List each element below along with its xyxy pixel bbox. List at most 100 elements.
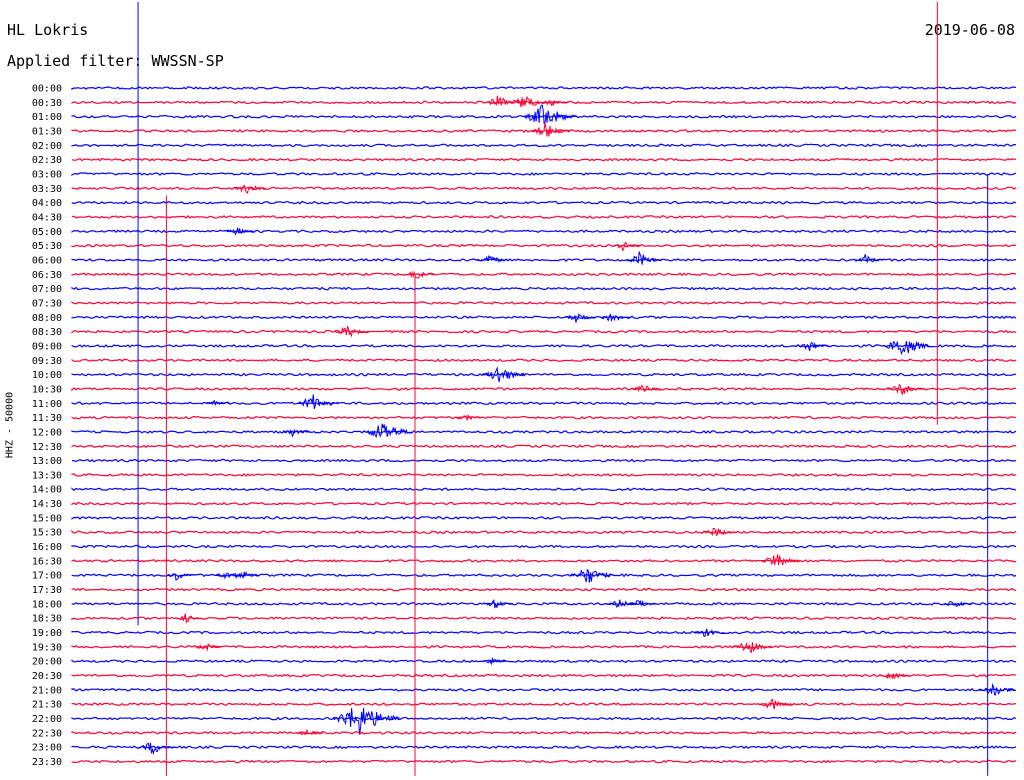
trace-line — [71, 716, 1017, 721]
seismic-event — [693, 628, 726, 637]
station-title: HL Lokris — [7, 21, 89, 39]
trace-line — [71, 630, 1017, 635]
trace-line — [71, 200, 1017, 205]
seismic-event — [176, 613, 204, 624]
row-time-label: 01:30 — [32, 126, 62, 137]
seismic-event — [759, 698, 794, 710]
trace-line — [71, 143, 1017, 148]
row-time-label: 02:30 — [32, 155, 62, 166]
trace-line — [71, 559, 1017, 563]
trace-line — [71, 745, 1017, 750]
row-time-label: 03:00 — [32, 169, 62, 180]
seismic-event — [599, 313, 631, 322]
row-time-label: 19:00 — [32, 628, 62, 639]
trace-line — [71, 301, 1017, 305]
seismic-event — [797, 341, 830, 352]
seismic-event — [205, 399, 230, 407]
seismic-event — [523, 104, 577, 124]
seismic-event — [541, 99, 569, 107]
seismic-event — [195, 643, 223, 652]
trace-line — [71, 372, 1017, 377]
seismic-event — [883, 340, 932, 356]
seismic-event — [570, 568, 614, 583]
row-time-label: 09:00 — [32, 341, 62, 352]
trace-line — [71, 186, 1017, 191]
trace-line — [71, 344, 1017, 348]
row-time-label: 08:30 — [32, 327, 62, 338]
row-time-label: 04:00 — [32, 198, 62, 209]
trace-line — [71, 401, 1017, 406]
trace-line — [71, 731, 1017, 735]
trace-line — [71, 673, 1017, 678]
row-time-label: 01:00 — [32, 112, 62, 123]
seismic-event — [364, 423, 413, 439]
row-time-label: 14:00 — [32, 485, 62, 496]
row-time-label: 16:00 — [32, 542, 62, 553]
trace-line — [71, 759, 1017, 764]
seismic-event — [334, 325, 369, 338]
row-time-label: 05:30 — [32, 241, 62, 252]
seismic-event — [456, 414, 482, 421]
trace-line — [71, 616, 1017, 621]
trace-line — [71, 172, 1017, 176]
row-time-label: 20:00 — [32, 657, 62, 668]
row-time-label: 20:30 — [32, 671, 62, 682]
seismic-event — [482, 656, 507, 666]
trace-line — [71, 430, 1017, 434]
row-time-label: 06:30 — [32, 270, 62, 281]
trace-line — [71, 229, 1017, 234]
seismic-event — [880, 672, 910, 680]
row-time-label: 18:00 — [32, 599, 62, 610]
trace-line — [71, 286, 1017, 291]
trace-line — [71, 157, 1017, 162]
trace-line — [71, 501, 1017, 506]
trace-line — [71, 473, 1017, 477]
row-time-label: 00:30 — [32, 98, 62, 109]
row-time-label: 11:00 — [32, 399, 62, 410]
seismic-event — [732, 641, 772, 653]
trace-line — [71, 573, 1017, 578]
trace-line — [71, 114, 1017, 119]
trace-line — [71, 86, 1017, 90]
row-time-label: 13:00 — [32, 456, 62, 467]
seismic-event — [226, 227, 254, 236]
row-time-label: 19:30 — [32, 642, 62, 653]
row-time-label: 13:30 — [32, 470, 62, 481]
seismic-event — [943, 600, 973, 607]
trace-line — [71, 587, 1017, 592]
seismic-event — [295, 728, 323, 736]
trace-line — [71, 315, 1017, 320]
row-time-label: 22:00 — [32, 714, 62, 725]
trace-line — [71, 215, 1017, 219]
row-time-label: 07:00 — [32, 284, 62, 295]
row-time-label: 02:00 — [32, 141, 62, 152]
trace-line — [71, 458, 1017, 463]
row-time-label: 00:00 — [32, 84, 62, 95]
trace-line — [71, 702, 1017, 707]
seismic-event — [138, 742, 175, 756]
trace-line — [71, 544, 1017, 549]
row-time-label: 04:30 — [32, 212, 62, 223]
row-time-label: 05:00 — [32, 227, 62, 238]
seismic-event — [481, 366, 526, 383]
seismic-event — [234, 184, 266, 195]
seismic-event — [476, 254, 509, 264]
row-time-label: 10:30 — [32, 384, 62, 395]
row-time-label: 17:00 — [32, 571, 62, 582]
row-time-label: 07:30 — [32, 298, 62, 309]
row-time-label: 15:00 — [32, 513, 62, 524]
date-label: 2019-06-08 — [924, 21, 1015, 39]
trace-line — [71, 243, 1017, 248]
seismic-event — [978, 682, 1015, 696]
seismic-event — [605, 599, 637, 609]
row-time-label: 21:30 — [32, 700, 62, 711]
row-time-label: 11:30 — [32, 413, 62, 424]
row-time-label: 12:30 — [32, 442, 62, 453]
trace-line — [71, 329, 1017, 334]
row-time-label: 16:30 — [32, 556, 62, 567]
seismic-event — [631, 384, 661, 393]
trace-line — [71, 487, 1017, 492]
trace-line — [71, 387, 1017, 392]
seismic-event — [887, 383, 924, 395]
row-time-label: 12:00 — [32, 427, 62, 438]
